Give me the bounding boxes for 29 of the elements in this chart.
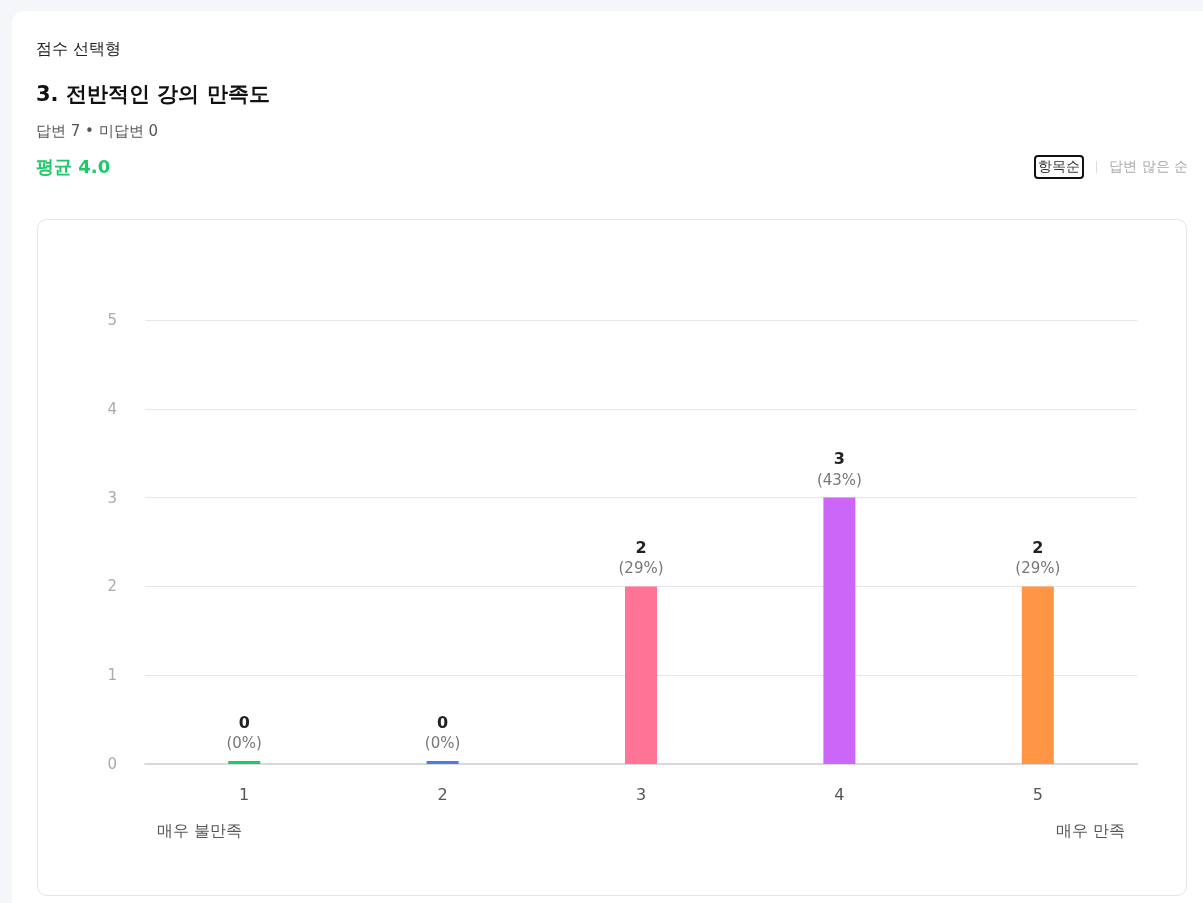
y-tick-label: 0 — [107, 755, 117, 773]
text: 답변 많은 순 — [1109, 158, 1188, 176]
bar — [625, 586, 657, 764]
y-tick-label: 1 — [107, 666, 117, 685]
x-tick-label: 5 — [1032, 784, 1043, 804]
data-label: 0 (0%) — [424, 712, 461, 752]
y-tick-label: 3 — [107, 488, 117, 507]
chart-subtitle: 점수 선택형 — [36, 39, 123, 60]
chart-title: 3. 전반적인 강의 만족도 — [36, 81, 271, 108]
y-tick-label: 5 — [107, 311, 117, 329]
bar — [228, 761, 261, 764]
bar — [426, 761, 459, 764]
text: 매우 만족 — [1055, 820, 1125, 840]
text: 항목순 — [1034, 155, 1085, 179]
x-tick-label: 4 — [834, 784, 845, 804]
text: 평균 4.0 — [36, 155, 111, 179]
y-tick-label: 4 — [107, 399, 117, 418]
x-tick-label: 1 — [239, 784, 250, 804]
y-tick-label: 2 — [107, 577, 117, 596]
data-label: 2 (29%) — [618, 537, 664, 578]
text: 매우 불만족 — [157, 820, 243, 840]
data-label: 3 (43%) — [816, 449, 862, 489]
data-label: 2 (29%) — [1015, 537, 1061, 578]
text: 답변 7 • 미답변 0 — [36, 122, 159, 141]
x-tick-label: 2 — [437, 784, 448, 804]
x-tick-label: 3 — [635, 784, 647, 804]
data-label: 0 (0%) — [226, 712, 262, 752]
bar — [823, 497, 856, 764]
bar — [1021, 586, 1054, 764]
